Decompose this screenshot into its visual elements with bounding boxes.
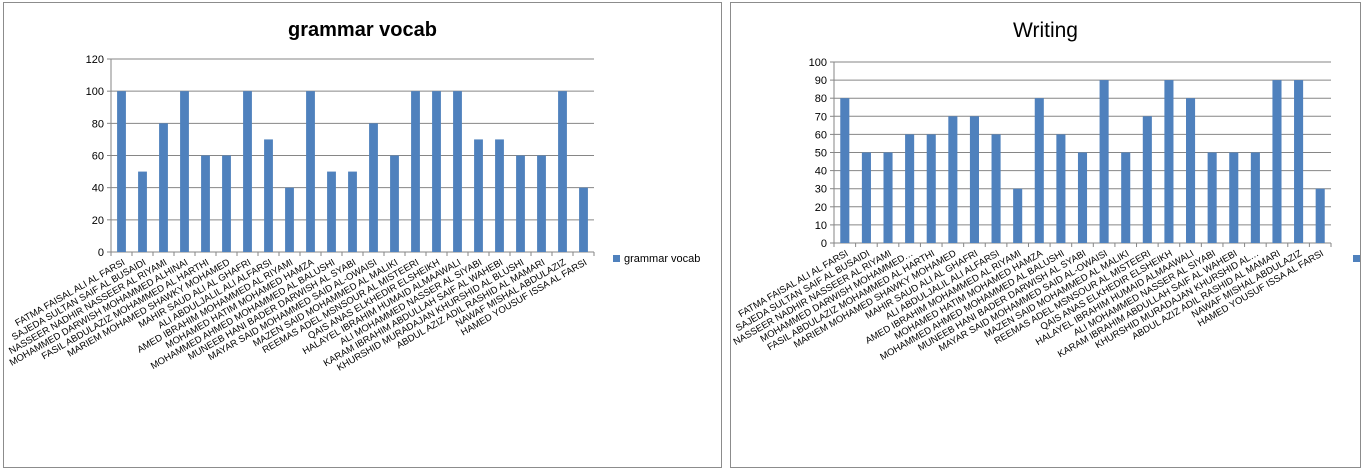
bar xyxy=(138,171,147,252)
chart-writing: Writing 0 10 20 30 40 50 60 70 80 90 100 FATMA FAIS… xyxy=(730,2,1361,468)
bar xyxy=(1315,188,1325,243)
y-tick-label: 100 xyxy=(809,57,827,69)
bar xyxy=(861,152,871,243)
bar xyxy=(1034,98,1044,243)
y-tick-label: 70 xyxy=(815,111,827,123)
bar xyxy=(1013,188,1023,243)
bar xyxy=(537,155,546,252)
bar xyxy=(1229,152,1239,243)
bar xyxy=(579,187,588,252)
y-tick-label: 90 xyxy=(815,75,827,87)
bar xyxy=(905,134,915,243)
y-tick-label: 60 xyxy=(815,129,827,141)
bar xyxy=(285,187,294,252)
y-tick-label: 100 xyxy=(86,86,104,98)
bar xyxy=(1142,116,1152,243)
bar xyxy=(159,123,168,252)
bar xyxy=(1056,134,1066,243)
y-tick-label: 10 xyxy=(815,220,827,232)
y-tick-label: 60 xyxy=(92,151,104,163)
bar xyxy=(453,91,462,253)
bar xyxy=(926,134,936,243)
chart-title: Writing xyxy=(1013,19,1078,42)
bar xyxy=(180,91,189,253)
bar xyxy=(495,139,504,252)
bar xyxy=(117,91,126,253)
bar xyxy=(1250,152,1260,243)
bar xyxy=(1186,98,1196,243)
legend-swatch xyxy=(1353,255,1360,262)
bar xyxy=(474,139,483,252)
y-tick-label: 40 xyxy=(815,166,827,178)
bar xyxy=(558,91,567,253)
legend-label: grammar vocab xyxy=(624,253,700,265)
bar xyxy=(327,171,336,252)
y-tick-label: 50 xyxy=(815,148,827,160)
y-tick-label: 0 xyxy=(821,238,827,250)
legend-swatch xyxy=(613,255,620,262)
y-tick-label: 80 xyxy=(92,118,104,130)
bar xyxy=(369,123,378,252)
y-tick-label: 20 xyxy=(815,202,827,214)
bar xyxy=(991,134,1001,243)
bar xyxy=(243,91,252,253)
bar xyxy=(948,116,958,243)
bar xyxy=(1121,152,1131,243)
bar xyxy=(306,91,315,253)
y-tick-label: 80 xyxy=(815,93,827,105)
bar xyxy=(1164,80,1174,243)
bar xyxy=(969,116,979,243)
chart-grammar-vocab: grammar vocab 0 20 40 60 80 100 120 FATMA FAISA… xyxy=(3,2,722,468)
y-tick-label: 120 xyxy=(86,54,104,66)
bar xyxy=(1099,80,1109,243)
bar xyxy=(411,91,420,253)
bar xyxy=(264,139,273,252)
bar xyxy=(516,155,525,252)
chart-title: grammar vocab xyxy=(288,19,437,41)
bar xyxy=(883,152,893,243)
y-tick-label: 20 xyxy=(92,215,104,227)
bar xyxy=(432,91,441,253)
bar xyxy=(222,155,231,252)
y-tick-label: 40 xyxy=(92,183,104,195)
bar xyxy=(1272,80,1282,243)
bar xyxy=(201,155,210,252)
bar xyxy=(1077,152,1088,243)
y-tick-label: 30 xyxy=(815,184,827,196)
bar xyxy=(390,155,399,252)
bar xyxy=(1294,80,1304,243)
bar xyxy=(348,171,357,252)
bar xyxy=(840,98,850,243)
y-tick-label: 0 xyxy=(98,247,104,259)
bar xyxy=(1207,152,1217,243)
